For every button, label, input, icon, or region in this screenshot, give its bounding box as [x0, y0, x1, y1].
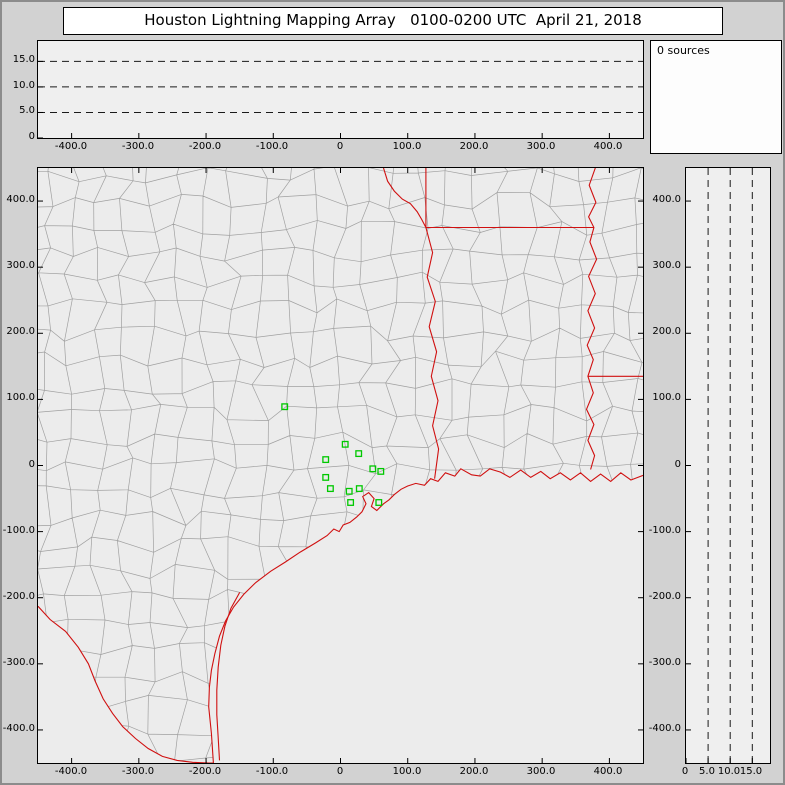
plan-view-map-canvas[interactable] [38, 168, 643, 763]
altitude-ns-plot-canvas[interactable] [686, 168, 770, 763]
tick-label: -200.0 [188, 766, 222, 777]
plan-view-map-panel [37, 167, 644, 764]
tick-label: -300.0 [121, 141, 155, 152]
tick-label: 400.0 [593, 141, 623, 152]
tick-label: 15.0 [12, 54, 35, 65]
tick-label: 100.0 [392, 766, 422, 777]
tick-label: 0 [28, 131, 35, 142]
tick-label: 100.0 [392, 141, 422, 152]
tick-label: -100.0 [255, 141, 289, 152]
tick-label: 5.0 [699, 766, 715, 777]
tick-label: -300.0 [2, 657, 35, 668]
altitude-ew-panel [37, 40, 644, 139]
tick-label: 0 [336, 141, 344, 152]
tick-label: 15.0 [739, 766, 763, 777]
tick-label: 300.0 [526, 141, 556, 152]
tick-label: -400.0 [54, 766, 88, 777]
sources-counter: 0 sources [650, 40, 782, 154]
tick-label: 200.0 [6, 326, 35, 337]
tick-label: 10.0 [717, 766, 741, 777]
tick-label: -100.0 [2, 525, 35, 536]
altitude-ew-plot-canvas[interactable] [38, 41, 643, 138]
tick-label: -100.0 [255, 766, 289, 777]
tick-label: 0 [336, 766, 344, 777]
tick-label: -400.0 [2, 723, 35, 734]
tick-label: -200.0 [2, 591, 35, 602]
tick-label: 300.0 [6, 260, 35, 271]
tick-label: 200.0 [459, 141, 489, 152]
window-title: Houston Lightning Mapping Array 0100-020… [63, 7, 723, 35]
altitude-ns-panel [685, 167, 771, 764]
tick-label: -200.0 [188, 141, 222, 152]
tick-label: 0 [28, 459, 35, 470]
tick-label: 300.0 [526, 766, 556, 777]
tick-label: 400.0 [593, 766, 623, 777]
tick-label: 0 [681, 766, 689, 777]
tick-label: -400.0 [54, 141, 88, 152]
tick-label: 100.0 [6, 392, 35, 403]
tick-label: 10.0 [12, 80, 35, 91]
tick-label: 200.0 [459, 766, 489, 777]
sources-count-text: 0 sources [657, 44, 710, 57]
tick-label: 400.0 [6, 194, 35, 205]
tick-label: 5.0 [19, 105, 35, 116]
tick-label: -300.0 [121, 766, 155, 777]
